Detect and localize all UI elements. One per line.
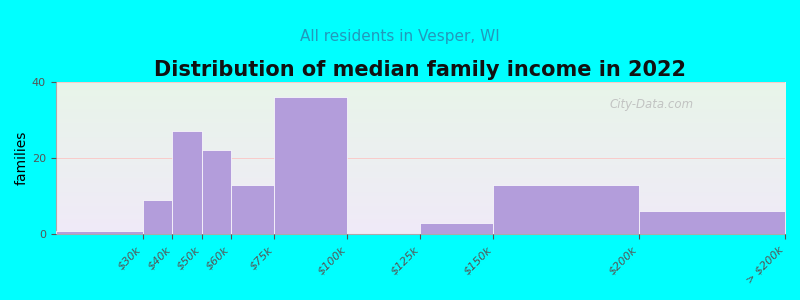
Bar xyxy=(230,185,274,234)
Bar xyxy=(420,223,494,234)
Bar xyxy=(143,200,172,234)
Bar xyxy=(172,131,202,234)
Bar xyxy=(494,185,639,234)
Bar xyxy=(56,230,143,234)
Text: City-Data.com: City-Data.com xyxy=(610,98,694,111)
Bar xyxy=(639,212,785,234)
Text: All residents in Vesper, WI: All residents in Vesper, WI xyxy=(300,28,500,44)
Title: Distribution of median family income in 2022: Distribution of median family income in … xyxy=(154,60,686,80)
Y-axis label: families: families xyxy=(15,131,29,185)
Bar xyxy=(274,97,347,234)
Bar xyxy=(202,150,230,234)
